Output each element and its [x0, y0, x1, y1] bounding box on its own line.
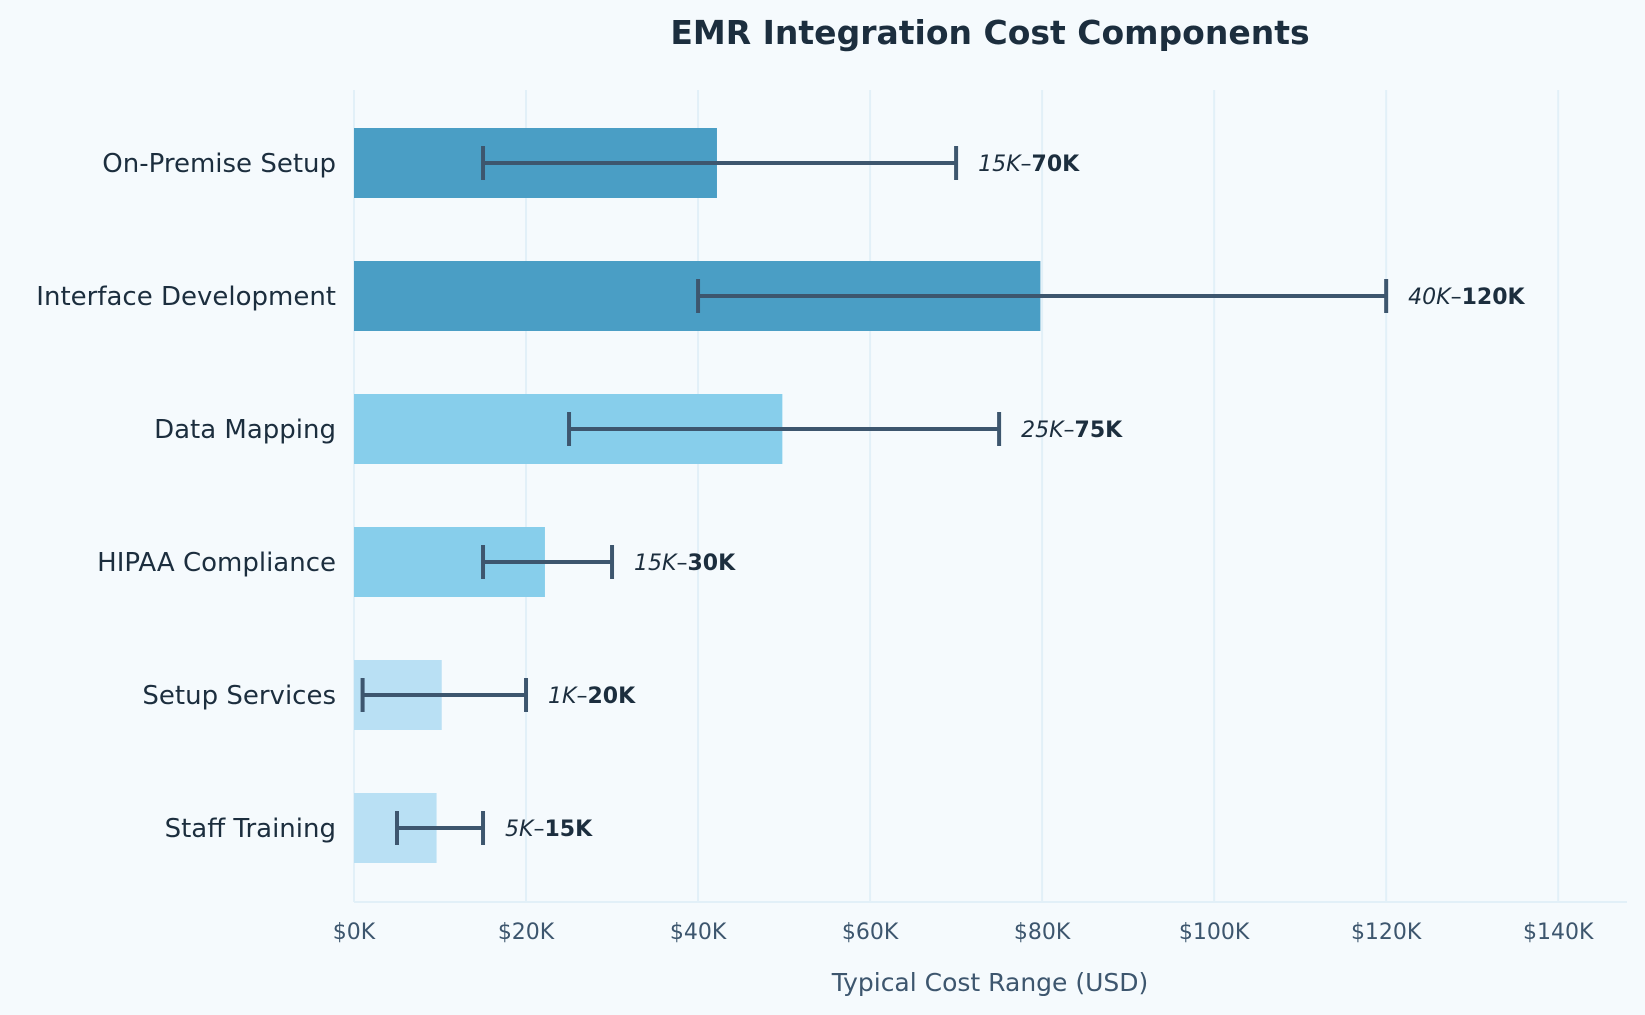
range-label-dash: – — [1451, 285, 1462, 310]
range-label-low: 40K — [1408, 285, 1452, 310]
range-label: 40K–120K — [1408, 285, 1525, 310]
range-label: 15K–30K — [634, 551, 736, 576]
x-tick-label: $0K — [333, 920, 376, 945]
range-label-dash: – — [576, 684, 587, 709]
range-errorbar — [696, 279, 1389, 313]
range-label: 15K–70K — [978, 152, 1080, 177]
range-label-high: 20K — [587, 684, 636, 709]
range-label-low: 15K — [634, 551, 678, 576]
x-tick-label: $40K — [670, 920, 727, 945]
category-label: Setup Services — [142, 681, 336, 711]
x-tick-label: $20K — [498, 920, 555, 945]
range-errorbar — [481, 545, 615, 579]
range-label-dash: – — [533, 817, 544, 842]
range-errorbar — [395, 811, 486, 845]
range-label: 1K–20K — [548, 684, 636, 709]
x-tick-label: $120K — [1351, 920, 1422, 945]
x-tick-label: $80K — [1014, 920, 1071, 945]
category-label: HIPAA Compliance — [97, 548, 336, 578]
range-label-high: 30K — [687, 551, 736, 576]
x-tick-label: $60K — [842, 920, 899, 945]
x-axis-title: Typical Cost Range (USD) — [831, 968, 1149, 997]
category-label: Interface Development — [36, 282, 336, 312]
range-label-low: 1K — [548, 684, 578, 709]
category-label: Staff Training — [165, 814, 336, 844]
range-label-high: 75K — [1075, 418, 1124, 443]
range-label-high: 15K — [544, 817, 593, 842]
x-tick-label: $140K — [1523, 920, 1594, 945]
range-label-dash: – — [676, 551, 687, 576]
range-errorbar — [567, 412, 1002, 446]
range-label-low: 15K — [978, 152, 1022, 177]
range-label-low: 25K — [1021, 418, 1065, 443]
range-label-high: 120K — [1462, 285, 1526, 310]
category-label: Data Mapping — [154, 415, 336, 445]
range-label-dash: – — [1064, 418, 1075, 443]
range-label: 5K–15K — [505, 817, 593, 842]
range-errorbar — [481, 146, 959, 180]
category-label: On-Premise Setup — [102, 149, 336, 179]
range-label: 25K–75K — [1021, 418, 1123, 443]
chart-title: EMR Integration Cost Components — [670, 13, 1309, 52]
range-errorbar — [360, 678, 529, 712]
range-label-high: 70K — [1032, 152, 1081, 177]
range-label-low: 5K — [505, 817, 535, 842]
range-label-dash: – — [1021, 152, 1032, 177]
x-tick-label: $100K — [1179, 920, 1250, 945]
